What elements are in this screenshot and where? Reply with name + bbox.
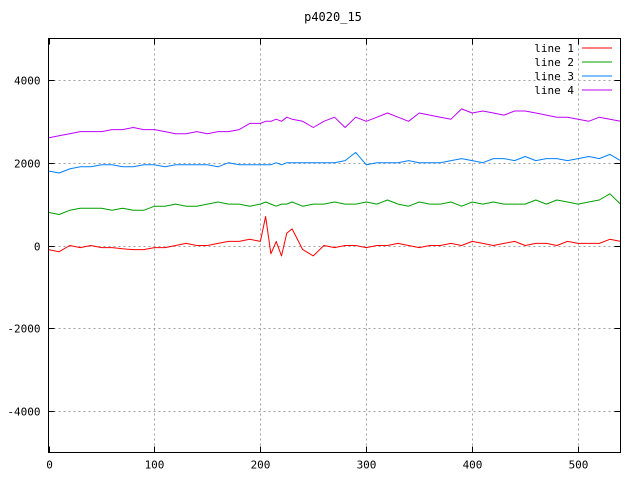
series-line-2	[48, 193, 621, 215]
x-tick-label: 400	[463, 459, 483, 472]
axis-ticks: 0 100 200 300 400 500 -4000 -2000 0 2000 4000	[7, 38, 621, 472]
legend-label-4: line 4	[534, 84, 574, 97]
grid	[48, 38, 621, 453]
y-tick-label: 4000	[14, 75, 41, 88]
x-tick-label: 200	[251, 459, 271, 472]
x-tick-label: 300	[357, 459, 377, 472]
x-tick-label: 0	[46, 459, 53, 472]
y-tick-label: -2000	[7, 323, 40, 336]
series-line-3	[48, 151, 621, 174]
legend-label-1: line 1	[534, 42, 574, 55]
y-tick-label: 2000	[14, 158, 41, 171]
series-line-1	[48, 216, 621, 257]
y-tick-label: -4000	[7, 406, 40, 419]
series-line-4	[48, 108, 621, 139]
series-lines	[48, 108, 621, 257]
x-tick-label: 100	[145, 459, 165, 472]
y-tick-label: 0	[34, 241, 41, 254]
plot-frame	[48, 38, 621, 453]
legend-label-2: line 2	[534, 56, 574, 69]
x-tick-label: 500	[569, 459, 589, 472]
legend-label-3: line 3	[534, 70, 574, 83]
chart-title: p4020_15	[304, 10, 362, 24]
